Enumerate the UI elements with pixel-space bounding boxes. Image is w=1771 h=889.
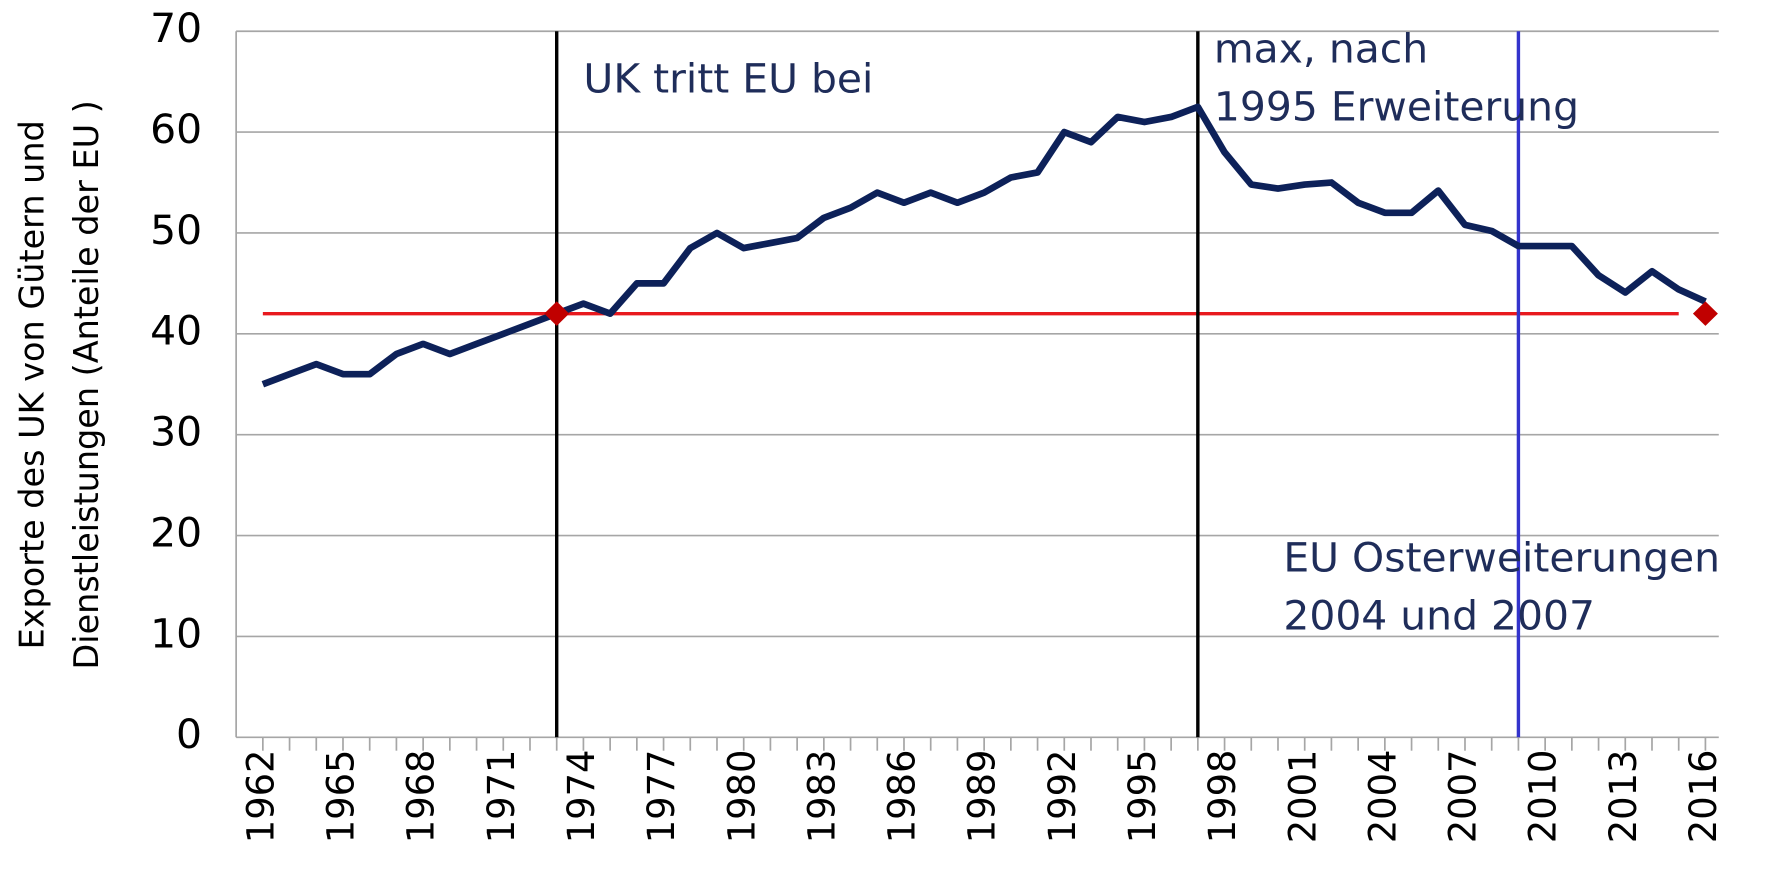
y-tick-label: 70 (150, 4, 202, 52)
x-tick-label: 2001 (1281, 750, 1324, 844)
y-tick-label: 30 (150, 408, 202, 456)
annotation: max, nach (1214, 25, 1428, 73)
x-tick-label: 1989 (960, 750, 1003, 844)
marker (544, 301, 570, 326)
x-tick-label: 1995 (1121, 750, 1164, 844)
x-tick-label: 1983 (800, 750, 843, 844)
x-tick-label: 1980 (720, 750, 763, 844)
y-tick-label: 10 (150, 610, 202, 658)
x-tick-label: 1986 (880, 750, 923, 844)
y-tick-label: 60 (150, 105, 202, 153)
annotation: UK tritt EU bei (583, 55, 873, 103)
annotation: 1995 Erweiterung (1214, 83, 1579, 131)
x-tick-label: 1974 (560, 750, 603, 844)
x-tick-label: 2010 (1521, 750, 1564, 844)
x-tick-label: 1965 (319, 750, 362, 844)
y-tick-label: 50 (150, 206, 202, 254)
x-tick-label: 2004 (1361, 750, 1404, 844)
x-tick-label: 1998 (1201, 750, 1244, 844)
marker (1692, 301, 1718, 326)
x-tick-label: 2007 (1441, 750, 1484, 844)
x-tick-label: 1992 (1041, 750, 1084, 844)
y-axis-label: Exporte des UK von Gütern und (12, 120, 51, 649)
x-tick-label: 1977 (640, 750, 683, 844)
line-series (261, 103, 1707, 388)
x-tick-label: 1962 (239, 750, 282, 844)
y-tick-label: 0 (176, 711, 202, 759)
y-tick-label: 40 (150, 307, 202, 355)
x-tick-label: 2013 (1602, 750, 1645, 844)
y-tick-label: 20 (150, 509, 202, 557)
x-tick-label: 1971 (480, 750, 523, 844)
y-axis-label: Dienstleistungen (Anteile der EU ) (67, 100, 106, 669)
annotation: 2004 und 2007 (1283, 592, 1595, 640)
x-tick-label: 2016 (1682, 750, 1725, 844)
annotation: EU Osterweiterungen (1283, 534, 1720, 582)
x-tick-label: 1968 (399, 750, 442, 844)
